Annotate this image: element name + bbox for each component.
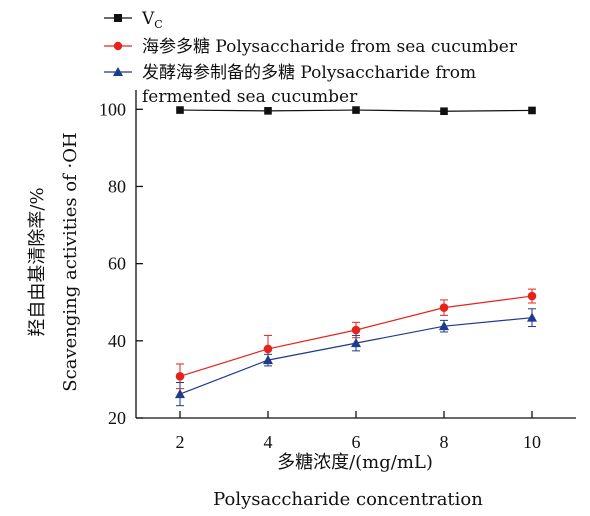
series-3 — [175, 308, 537, 407]
legend-label-sea-cucumber: 海参多糖 Polysaccharide from sea cucumber — [142, 37, 518, 57]
series-1 — [176, 106, 536, 116]
data-point — [352, 106, 360, 114]
legend-item-sea-cucumber: 海参多糖 Polysaccharide from sea cucumber — [104, 37, 518, 57]
x-tick-label: 8 — [440, 432, 449, 452]
legend-item-vc: VC — [104, 9, 163, 31]
series-layer — [175, 106, 537, 407]
y-tick-label: 80 — [108, 176, 126, 196]
axes — [135, 90, 576, 419]
x-tick-label: 4 — [264, 432, 273, 452]
data-point — [439, 320, 449, 331]
series-2 — [175, 288, 537, 390]
data-point — [175, 372, 185, 381]
data-point — [351, 325, 361, 335]
data-point — [528, 106, 536, 115]
ticks: 2 4 6 8 10 20 40 60 80 100 — [99, 99, 541, 452]
y-tick-label: 20 — [108, 408, 126, 428]
data-point — [440, 107, 448, 116]
data-point — [264, 107, 272, 115]
y-axis-title-cn: 羟自由基清除率/% — [27, 187, 48, 336]
x-tick-label: 2 — [176, 432, 185, 452]
x-axis-title-en: Polysaccharide concentration — [213, 489, 483, 510]
data-point — [263, 354, 273, 365]
data-point — [176, 106, 184, 114]
data-point — [351, 337, 361, 348]
legend: VC 海参多糖 Polysaccharide from sea cucumber… — [104, 9, 518, 107]
x-tick-label: 6 — [352, 432, 361, 452]
legend-label-fermented-line1: 发酵海参制备的多糖 Polysaccharide from — [142, 63, 476, 83]
y-tick-label: 100 — [99, 99, 126, 119]
data-point — [527, 291, 537, 301]
x-axis-title-cn: 多糖浓度/(mg/mL) — [277, 452, 433, 473]
y-tick-label: 40 — [108, 331, 126, 351]
legend-item-fermented: 发酵海参制备的多糖 Polysaccharide from fermented … — [104, 63, 476, 107]
y-axis-title-en: Scavenging activities of ·OH — [60, 132, 81, 391]
data-point — [439, 303, 449, 312]
data-point — [175, 388, 185, 399]
legend-label-fermented-line2: fermented sea cucumber — [142, 87, 358, 107]
y-tick-label: 60 — [108, 254, 126, 274]
data-point — [263, 344, 273, 354]
data-point — [527, 312, 537, 322]
x-tick-label: 10 — [523, 432, 541, 452]
legend-label-vc: VC — [141, 9, 163, 31]
